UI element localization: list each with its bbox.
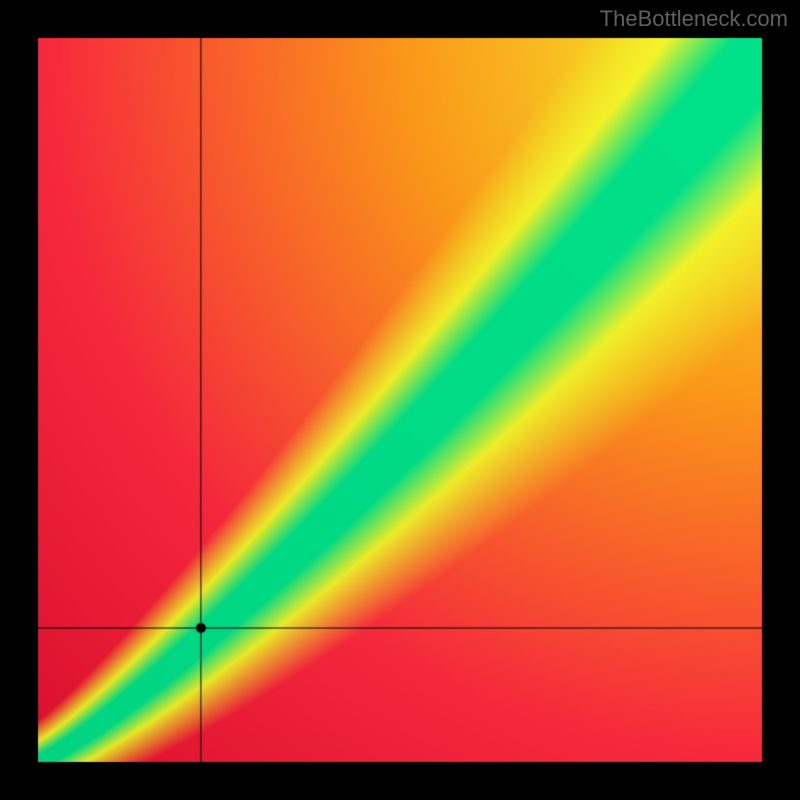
watermark-text: TheBottleneck.com <box>600 6 788 32</box>
heatmap-canvas <box>0 0 800 800</box>
chart-container: TheBottleneck.com <box>0 0 800 800</box>
